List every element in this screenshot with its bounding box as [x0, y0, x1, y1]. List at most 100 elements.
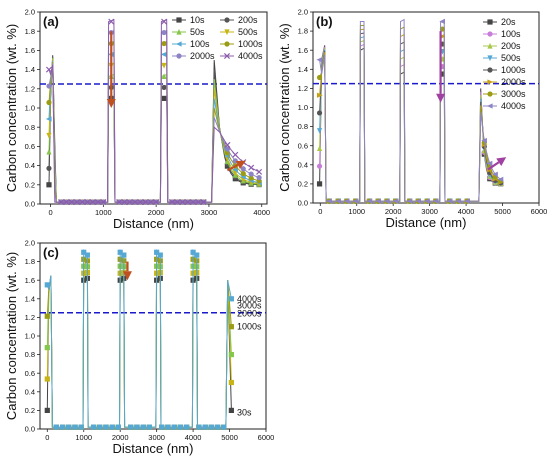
x-tick-label: 1000 — [348, 207, 365, 216]
y-tick-label: 1.8 — [25, 27, 35, 36]
y-tick-label: 1.4 — [25, 65, 35, 74]
trend-arrow-1-head — [122, 271, 132, 281]
series-line — [48, 40, 260, 203]
series-line — [319, 18, 503, 202]
y-tick-label: 1.2 — [298, 84, 308, 93]
data-point — [174, 199, 181, 206]
series-group — [316, 18, 504, 205]
trend-arrow-1-head — [106, 99, 116, 108]
data-point — [316, 181, 323, 187]
legend-label: 50s — [190, 27, 205, 37]
data-point — [89, 199, 96, 206]
legend-marker — [487, 31, 493, 37]
trend-arrow-2-head — [496, 157, 507, 166]
data-point — [481, 137, 487, 144]
legend-label: 4000s — [501, 101, 526, 111]
x-tick-label: 1000 — [95, 208, 112, 217]
trend-arrow-1-head — [436, 93, 446, 103]
data-point — [375, 198, 381, 204]
data-point — [195, 199, 202, 206]
y-tick-label: 1.0 — [25, 104, 35, 113]
y-tick-label: 0.4 — [25, 387, 35, 396]
y-tick-label: 0.2 — [25, 406, 35, 415]
x-tick-label: 2000 — [385, 207, 402, 216]
legend-marker — [224, 41, 230, 47]
data-point — [248, 164, 255, 171]
legend-label: 100s — [501, 29, 521, 39]
data-point — [159, 424, 165, 430]
data-point — [161, 18, 168, 25]
data-point — [316, 145, 323, 152]
data-point — [171, 424, 177, 430]
legend-label: 200s — [238, 15, 258, 25]
y-tick-label: 1.0 — [25, 332, 35, 341]
series-line — [48, 57, 260, 203]
plot-frame — [39, 242, 267, 430]
x-tick-label: 3000 — [421, 207, 438, 216]
data-point — [137, 199, 144, 206]
data-point — [228, 352, 234, 358]
data-point — [497, 176, 504, 182]
data-point — [256, 168, 263, 175]
data-point — [109, 424, 115, 430]
data-point — [202, 424, 208, 430]
data-point — [126, 199, 133, 206]
legend-marker — [224, 17, 230, 23]
x-axis-label: Distance (nm) — [386, 215, 467, 230]
series-line — [48, 18, 260, 203]
data-point — [183, 424, 190, 430]
data-point — [46, 99, 52, 106]
data-point — [190, 199, 197, 206]
data-point — [147, 199, 154, 206]
y-tick-label: 2.0 — [298, 8, 308, 17]
series-group — [45, 18, 263, 206]
series-line — [319, 32, 503, 202]
data-point — [316, 92, 323, 98]
x-tick-label: 3000 — [148, 433, 165, 442]
y-tick-label: 0.6 — [25, 142, 35, 151]
data-point — [439, 26, 446, 32]
series-annotation: 4000s — [237, 294, 262, 304]
y-tick-label: 2.0 — [25, 239, 35, 248]
y-tick-label: 1.4 — [298, 65, 308, 74]
data-point — [44, 313, 50, 319]
data-point — [45, 66, 52, 73]
series-line — [319, 36, 503, 202]
data-point — [44, 407, 50, 413]
data-point — [45, 116, 52, 122]
x-tick-label: 4000 — [253, 208, 270, 217]
y-tick-label: 0.4 — [25, 161, 35, 170]
y-tick-label: 0.2 — [298, 180, 308, 189]
trend-arrow-2-shaft — [487, 161, 500, 171]
data-point — [224, 146, 231, 152]
data-point — [161, 95, 167, 101]
x-tick-label: 1000 — [75, 433, 92, 442]
legend-marker — [175, 41, 182, 47]
data-point — [316, 57, 323, 63]
x-tick-label: 6000 — [531, 207, 548, 216]
plot-frame — [39, 11, 268, 205]
legend-label: 3000s — [501, 89, 526, 99]
panel-label: (a) — [43, 14, 59, 29]
series-line — [319, 43, 503, 202]
legend-label: 1000s — [238, 39, 263, 49]
data-point — [335, 198, 341, 204]
data-point — [46, 83, 52, 89]
data-point — [392, 198, 399, 204]
legend: 10s 200s 50s 500s 100s 1000s 2000s 4000s — [172, 15, 263, 61]
y-tick-label: 1.6 — [298, 46, 308, 55]
x-tick-label: 2000 — [148, 208, 165, 217]
data-point — [121, 252, 127, 258]
panel-a-chart: 0 1000 2000 3000 4000 0.0 0.2 0.4 0.6 0.8 1.0 1.2 1.… — [4, 8, 270, 231]
y-tick-label: 0.8 — [25, 350, 35, 359]
legend-label: 100s — [190, 39, 210, 49]
data-point — [157, 252, 163, 258]
data-point — [415, 198, 421, 204]
y-tick-label: 0.6 — [25, 369, 35, 378]
legend-marker — [487, 79, 494, 85]
data-point — [142, 199, 149, 206]
series-annotation: 3000s — [237, 300, 262, 310]
data-point — [214, 424, 221, 430]
